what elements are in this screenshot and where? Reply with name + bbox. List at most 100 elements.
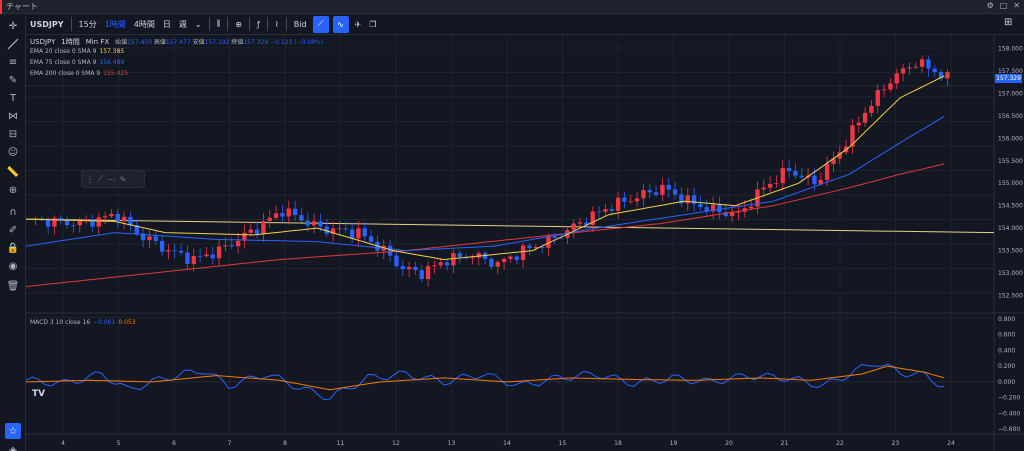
candle-body [514,256,519,261]
settings-icon[interactable]: ⚙ [986,1,994,10]
candle-body [425,266,431,280]
measure-tools-icon[interactable]: ⊟ [8,128,18,140]
interval-week[interactable]: 週 [178,19,187,29]
edit-icon[interactable]: ✎ [119,174,127,184]
candle-body [584,222,589,225]
candle-body [83,219,89,222]
candle-body [102,216,108,218]
candle-body [647,190,652,193]
time-axis-label: 6 [172,440,176,447]
title-accent [0,0,2,14]
legend-high-label: 高値 [153,39,166,46]
draw-mode-icon[interactable]: ✐ [8,224,18,236]
time-axis-label: 7 [228,440,232,447]
time-axis-label: 19 [670,440,678,447]
text-icon[interactable]: T [9,92,17,104]
macd-legend[interactable]: MACD 3 10 close 16 −0.061 0.053 [30,319,136,326]
candle-body [501,258,507,263]
candle-body [900,68,906,74]
pattern-icon[interactable]: ⋈ [8,110,18,122]
favorites-icon[interactable]: ☆ [5,423,21,439]
time-axis-label: 22 [836,440,844,447]
line-color-icon[interactable]: ⟋ [98,174,104,183]
object-tree-icon[interactable]: ◈ [9,444,17,451]
emoji-icon[interactable]: ☺ [7,146,19,158]
brush-icon[interactable]: ✎ [8,74,18,86]
macd-axis-label: −0.200 [998,395,1020,402]
chart-area[interactable]: 158.000 157.500 157.000 156.500 156.000 155.5… [26,35,1024,451]
parallel-lines-icon[interactable]: ≡ [8,56,18,68]
rocket-icon[interactable]: ✈ [354,19,362,29]
drag-handle-icon[interactable]: ⋮ [86,174,94,184]
candle-body [533,246,538,249]
macd-label: MACD 3 10 close 16 [30,319,91,326]
candle-body [400,266,405,270]
indicators-icon[interactable]: ƒ [257,19,260,29]
line-tool-icon[interactable]: ⟋ [312,15,329,33]
maximize-icon[interactable]: □ [999,1,1008,10]
candle-body [242,232,247,241]
chart-canvas[interactable]: 158.000 157.500 157.000 156.500 156.000 155.5… [26,35,1024,451]
candle-body [691,195,697,204]
interval-dropdown-icon[interactable]: ⌄ [194,19,202,29]
candle-body [837,152,842,159]
ema200-legend[interactable]: EMA 200 close 0 SMA 9 155.425 [30,70,128,77]
ema75-label: EMA 75 close 0 SMA 9 [30,59,97,66]
chart-type-icon[interactable]: ⫼ [216,19,221,28]
close-icon[interactable]: ✕ [1013,1,1020,10]
candle-body [210,254,215,259]
line-style-icon[interactable]: ⋯ [107,174,116,184]
ema75-legend[interactable]: EMA 75 close 0 SMA 9 156.489 [30,59,124,66]
candle-body [254,229,260,235]
candle-body [660,184,665,195]
macd-axis-label: 0.000 [998,379,1015,386]
symbol-button[interactable]: USDJPY [30,19,64,29]
candle-body [577,222,583,224]
compare-icon[interactable]: ⌇ [274,19,279,29]
candle-body [812,175,817,185]
trendline-icon[interactable] [5,36,21,52]
candle-body [432,265,437,267]
wave-tool-icon[interactable]: ∿ [332,15,349,33]
add-indicator-icon[interactable]: ⊕ [235,19,242,29]
candle-body [761,187,766,190]
interval-4h[interactable]: 4時間 [133,19,155,29]
visibility-icon[interactable]: ◉ [8,260,18,272]
crosshair-icon[interactable]: ✛ [8,20,18,32]
candle-body [318,221,323,227]
layout-menu-icon[interactable]: ⊞ [1004,17,1013,28]
time-axis-label: 12 [392,440,400,447]
layout-icon[interactable]: ❐ [369,19,377,29]
candle-body [824,163,830,180]
ema20-legend[interactable]: EMA 20 close 0 SMA 9 157.385 [30,48,124,55]
macd-signal-line [26,365,945,391]
candle-body [58,217,63,220]
candle-body [622,197,627,202]
candle-body [945,72,950,79]
magnet-icon[interactable]: ∩ [9,206,17,218]
trash-icon[interactable]: 🗑 [6,280,20,292]
time-axis-label: 15 [559,440,567,447]
time-axis-label: 5 [117,440,121,447]
legend-open: 157.450 [127,39,152,46]
lock-icon[interactable]: 🔒 [6,242,20,254]
interval-day[interactable]: 日 [162,19,171,29]
candle-body [387,245,393,256]
candle-body [850,125,855,147]
candle-body [39,218,44,220]
bid-button[interactable]: Bid [293,19,307,29]
candle-body [767,183,773,188]
candle-body [292,208,298,216]
price-axis-label: 153.500 [998,248,1023,255]
interval-1h[interactable]: 1時間 [104,19,126,29]
candle-body [470,257,475,259]
candle-body [64,219,70,226]
zoom-icon[interactable]: ⊕ [8,184,18,196]
price-axis-label: 157.500 [998,68,1023,75]
candle-body [134,225,139,234]
candle-body [653,192,659,195]
ruler-icon[interactable]: 📏 [6,166,20,178]
candle-body [634,198,640,202]
candle-body [273,213,279,218]
interval-15m[interactable]: 15分 [78,19,97,29]
